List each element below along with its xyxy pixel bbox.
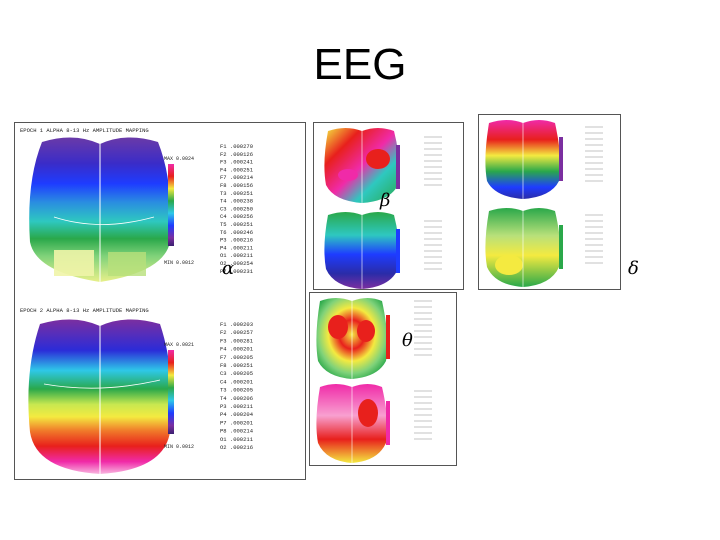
electrode-value: C3 .000205: [220, 370, 253, 377]
electrode-value: O1 .000211: [220, 252, 254, 259]
theta-bottom-brain: [316, 384, 388, 463]
theta-map-panel: [309, 292, 457, 466]
electrode-value: P7 .000231: [220, 268, 254, 275]
beta-top-color-scale: [396, 145, 400, 189]
theta-bottom-values: [414, 390, 432, 440]
electrode-value: P8 .000214: [220, 428, 254, 435]
electrode-value: P4 .000204: [220, 411, 254, 418]
delta-top-color-scale: [559, 137, 563, 181]
slide-title: EEG: [313, 40, 407, 89]
electrode-value: F2 .000257: [220, 329, 253, 336]
electrode-value: O1 .000211: [220, 436, 254, 443]
electrode-value: C4 .000201: [220, 378, 254, 385]
delta-bottom-color-scale: [559, 225, 563, 269]
alpha-bottom-header: EPOCH 2 ALPHA 8-13 Hz AMPLITUDE MAPPING: [20, 307, 149, 314]
theta-label: θ: [402, 330, 413, 351]
electrode-value: T5 .000251: [220, 221, 254, 228]
beta-map-panel: [313, 122, 464, 290]
beta-top-brain: [324, 128, 400, 203]
electrode-value: T4 .000206: [220, 395, 253, 402]
alpha-bottom-scale-max: MAX 0.0021: [164, 342, 194, 348]
theta-top-brain: [316, 298, 388, 379]
theta-bottom-color-scale: [386, 401, 390, 445]
electrode-value: T3 .000251: [220, 190, 254, 197]
theta-maps-figure: [316, 298, 432, 463]
electrode-value: F1 .000270: [220, 143, 253, 150]
alpha-top-brain: [29, 137, 171, 282]
theta-top-values: [414, 300, 432, 356]
beta-bottom-values: [424, 220, 442, 270]
electrode-value: T6 .000246: [220, 229, 253, 236]
alpha-top-scale-max: MAX 0.0024: [164, 156, 194, 162]
beta-bottom-color-scale: [396, 229, 400, 273]
alpha-top-header: EPOCH 1 ALPHA 8-13 Hz AMPLITUDE MAPPING: [20, 127, 149, 134]
electrode-value: P4 .000211: [220, 244, 254, 251]
alpha-top-color-scale: [168, 164, 174, 246]
alpha-bottom-scale-min: MIN 0.0012: [164, 444, 194, 450]
beta-maps-figure: [324, 128, 442, 289]
delta-bottom-brain: [485, 208, 561, 287]
alpha-map-panel: EPOCH 1 ALPHA 8-13 Hz AMPLITUDE MAPPING …: [14, 122, 306, 480]
electrode-value: P7 .000201: [220, 419, 254, 426]
alpha-maps-figure: EPOCH 1 ALPHA 8-13 Hz AMPLITUDE MAPPING …: [20, 127, 254, 474]
delta-bottom-values: [585, 214, 603, 264]
electrode-value: F4 .000201: [220, 346, 254, 353]
beta-label: β: [380, 190, 391, 211]
delta-label: δ: [628, 258, 639, 279]
electrode-value: P3 .000216: [220, 237, 253, 244]
electrode-value: T4 .000238: [220, 198, 253, 205]
alpha-bottom-color-scale: [168, 350, 174, 434]
delta-top-brain: [485, 120, 561, 199]
alpha-panel-frame: [14, 122, 306, 480]
electrode-value: F2 .000126: [220, 151, 253, 158]
electrode-value: F7 .000214: [220, 174, 254, 181]
electrode-value: P3 .000211: [220, 403, 254, 410]
electrode-value: F7 .000205: [220, 354, 253, 361]
electrode-value: F3 .000281: [220, 337, 254, 344]
beta-top-values: [424, 136, 442, 186]
delta-top-values: [585, 126, 603, 182]
electrode-value: O2 .000216: [220, 444, 253, 451]
beta-bottom-brain: [324, 212, 400, 289]
electrode-value: F1 .000203: [220, 321, 253, 328]
alpha-label: α: [222, 258, 235, 279]
electrode-value: T3 .000205: [220, 387, 253, 394]
delta-map-panel: [478, 114, 621, 290]
electrode-value: O2 .000254: [220, 260, 254, 267]
electrode-value: F4 .000251: [220, 166, 254, 173]
electrode-value: F8 .000251: [220, 362, 254, 369]
electrode-value: F8 .000156: [220, 182, 253, 189]
theta-top-color-scale: [386, 315, 390, 359]
electrode-value: F3 .000241: [220, 159, 254, 166]
electrode-value: C3 .000250: [220, 205, 253, 212]
alpha-bottom-brain: [28, 319, 172, 474]
electrode-value: C4 .000256: [220, 213, 253, 220]
delta-maps-figure: [485, 120, 603, 287]
alpha-top-scale-min: MIN 0.0012: [164, 260, 194, 266]
